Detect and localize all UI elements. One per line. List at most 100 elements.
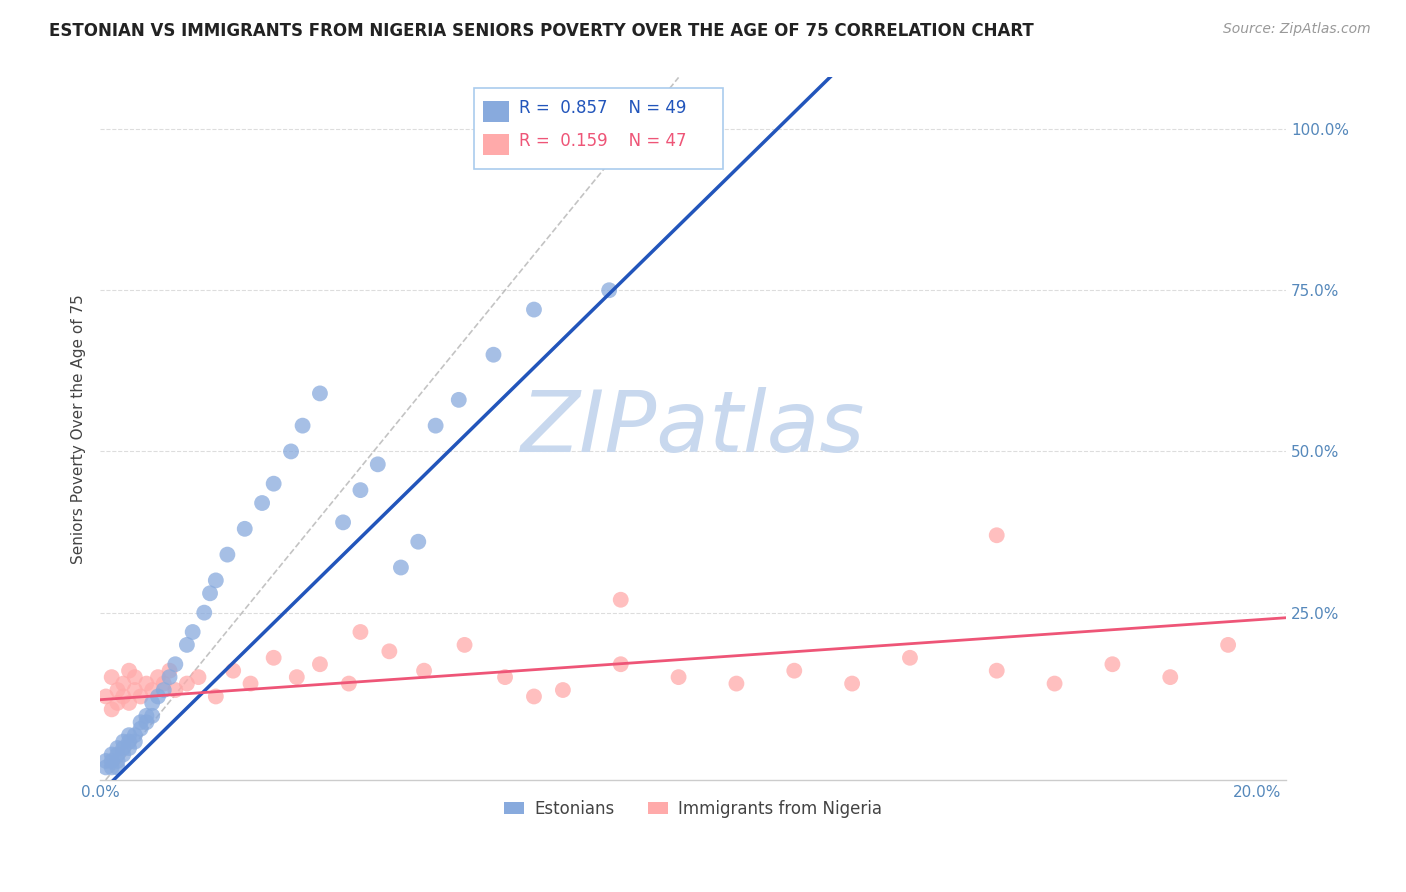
Point — [181, 625, 204, 640]
Point — [309, 386, 332, 401]
Point — [118, 664, 141, 678]
Point — [112, 741, 135, 756]
Point — [986, 664, 1008, 678]
Point — [165, 657, 187, 672]
Point — [100, 747, 122, 762]
Point — [146, 670, 169, 684]
Y-axis label: Seniors Poverty Over the Age of 75: Seniors Poverty Over the Age of 75 — [72, 294, 86, 564]
Point — [986, 528, 1008, 542]
Point — [118, 728, 141, 742]
Point — [118, 734, 141, 748]
Text: ZIPatlas: ZIPatlas — [520, 387, 865, 470]
Point — [112, 690, 135, 704]
Point — [425, 418, 447, 433]
Text: ESTONIAN VS IMMIGRANTS FROM NIGERIA SENIORS POVERTY OVER THE AGE OF 75 CORRELATI: ESTONIAN VS IMMIGRANTS FROM NIGERIA SENI… — [49, 22, 1033, 40]
Point — [217, 548, 239, 562]
Point — [112, 747, 135, 762]
Point — [187, 670, 209, 684]
Point — [141, 708, 163, 723]
Point — [263, 476, 285, 491]
Point — [841, 676, 863, 690]
Point — [107, 696, 129, 710]
Text: R =  0.857    N = 49: R = 0.857 N = 49 — [519, 99, 686, 117]
Point — [176, 638, 198, 652]
Point — [100, 760, 122, 774]
Point — [135, 715, 157, 730]
Point — [100, 754, 122, 768]
Point — [135, 676, 157, 690]
Point — [107, 754, 129, 768]
Point — [152, 683, 174, 698]
Point — [204, 574, 226, 588]
Point — [152, 676, 174, 690]
Point — [523, 302, 546, 317]
Point — [107, 741, 129, 756]
Text: R =  0.159    N = 47: R = 0.159 N = 47 — [519, 132, 686, 150]
Point — [112, 734, 135, 748]
Point — [598, 283, 620, 297]
Point — [453, 638, 475, 652]
Point — [263, 650, 285, 665]
Point — [337, 676, 360, 690]
Point — [1159, 670, 1181, 684]
Point — [222, 664, 245, 678]
Point — [406, 534, 429, 549]
Point — [783, 664, 806, 678]
Point — [129, 722, 152, 736]
Point — [523, 690, 546, 704]
Point — [124, 728, 146, 742]
Point — [141, 683, 163, 698]
Point — [609, 657, 631, 672]
Point — [668, 670, 690, 684]
Point — [389, 560, 412, 574]
Point — [413, 664, 436, 678]
Point — [165, 683, 187, 698]
Point — [94, 690, 117, 704]
Point — [1043, 676, 1066, 690]
Point — [135, 708, 157, 723]
FancyBboxPatch shape — [484, 134, 509, 154]
Point — [129, 690, 152, 704]
Point — [176, 676, 198, 690]
Point — [204, 690, 226, 704]
Point — [94, 754, 117, 768]
Point — [239, 676, 262, 690]
FancyBboxPatch shape — [484, 101, 509, 121]
Point — [1101, 657, 1123, 672]
Point — [447, 392, 470, 407]
Point — [118, 741, 141, 756]
FancyBboxPatch shape — [474, 88, 723, 169]
Point — [107, 683, 129, 698]
Point — [100, 702, 122, 716]
Point — [482, 348, 505, 362]
Point — [609, 592, 631, 607]
Point — [349, 483, 371, 497]
Point — [159, 664, 181, 678]
Point — [124, 734, 146, 748]
Point — [378, 644, 401, 658]
Point — [118, 696, 141, 710]
Point — [193, 606, 215, 620]
Point — [94, 760, 117, 774]
Point — [107, 747, 129, 762]
Point — [112, 676, 135, 690]
Point — [291, 418, 314, 433]
Point — [1216, 638, 1239, 652]
Point — [250, 496, 273, 510]
Text: Source: ZipAtlas.com: Source: ZipAtlas.com — [1223, 22, 1371, 37]
Point — [332, 516, 354, 530]
Point — [146, 690, 169, 704]
Point — [725, 676, 748, 690]
Point — [233, 522, 256, 536]
Point — [107, 760, 129, 774]
Point — [124, 683, 146, 698]
Point — [280, 444, 302, 458]
Point — [159, 670, 181, 684]
Point — [494, 670, 516, 684]
Point — [129, 715, 152, 730]
Point — [367, 458, 389, 472]
Point — [198, 586, 221, 600]
Point — [349, 625, 371, 640]
Point — [898, 650, 921, 665]
Point — [309, 657, 332, 672]
